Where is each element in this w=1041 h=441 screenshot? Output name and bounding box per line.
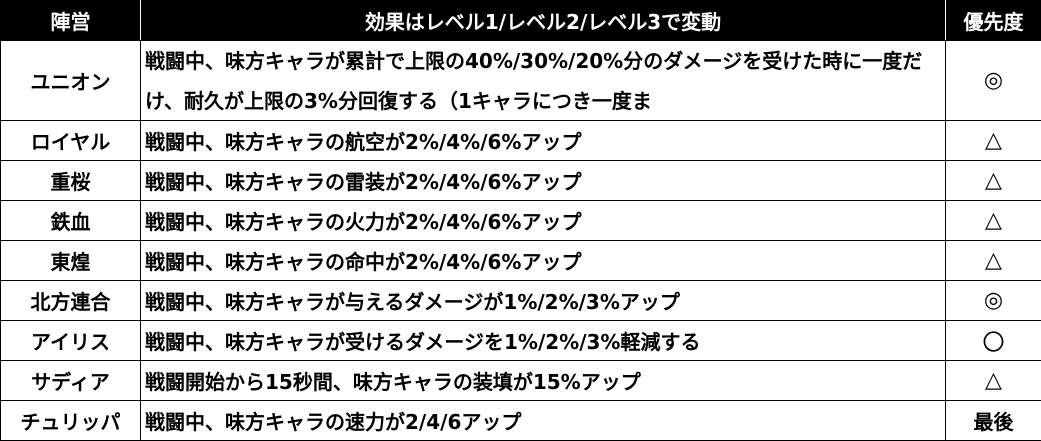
table-row: 重桜 戦闘中、味方キャラの雷装が2%/4%/6%アップ △ — [0, 160, 1041, 201]
priority-cell: △ — [945, 120, 1041, 161]
faction-cell: 鉄血 — [0, 200, 141, 241]
priority-cell: △ — [945, 360, 1041, 401]
effect-cell: 戦闘中、味方キャラの命中が2%/4%/6%アップ — [140, 240, 946, 281]
faction-cell: ロイヤル — [0, 120, 141, 161]
priority-cell: 最後 — [945, 400, 1041, 441]
table-row: 北方連合 戦闘中、味方キャラが与えるダメージが1%/2%/3%アップ ◎ — [0, 280, 1041, 321]
faction-cell: サディア — [0, 360, 141, 401]
priority-cell: △ — [945, 160, 1041, 201]
priority-cell: △ — [945, 240, 1041, 281]
header-effect: 効果はレベル1/レベル2/レベル3で変動 — [140, 0, 946, 41]
faction-cell: 重桜 — [0, 160, 141, 201]
faction-cell: 東煌 — [0, 240, 141, 281]
table-row: 東煌 戦闘中、味方キャラの命中が2%/4%/6%アップ △ — [0, 240, 1041, 281]
effect-cell: 戦闘中、味方キャラの航空が2%/4%/6%アップ — [140, 120, 946, 161]
header-row: 陣営 効果はレベル1/レベル2/レベル3で変動 優先度 — [0, 0, 1041, 41]
effect-cell: 戦闘中、味方キャラの速力が2/4/6アップ — [140, 400, 946, 441]
table-row: アイリス 戦闘中、味方キャラが受けるダメージを1%/2%/3%軽減する〇 — [0, 320, 1041, 361]
effect-cell: 戦闘中、味方キャラが受けるダメージを1%/2%/3%軽減する — [140, 320, 946, 361]
table-row: サディア 戦闘開始から15秒間、味方キャラの装填が15%アップ △ — [0, 360, 1041, 401]
effect-cell: 戦闘中、味方キャラが与えるダメージが1%/2%/3%アップ — [140, 280, 946, 321]
effect-cell: 戦闘中、味方キャラの火力が2%/4%/6%アップ — [140, 200, 946, 241]
header-priority: 優先度 — [945, 0, 1041, 41]
table-row: チュリッパ 戦闘中、味方キャラの速力が2/4/6アップ 最後 — [0, 400, 1041, 441]
effect-cell: 戦闘中、味方キャラが累計で上限の40%/30%/20%分のダメージを受けた時に一… — [140, 40, 946, 121]
effect-cell: 戦闘開始から15秒間、味方キャラの装填が15%アップ — [140, 360, 946, 401]
priority-cell: 〇 — [945, 320, 1041, 361]
table-row: 鉄血 戦闘中、味方キャラの火力が2%/4%/6%アップ △ — [0, 200, 1041, 241]
table-row: ユニオン 戦闘中、味方キャラが累計で上限の40%/30%/20%分のダメージを受け… — [0, 40, 1041, 121]
priority-cell: ◎ — [945, 40, 1041, 121]
faction-cell: ユニオン — [0, 40, 141, 121]
effect-cell: 戦闘中、味方キャラの雷装が2%/4%/6%アップ — [140, 160, 946, 201]
faction-cell: チュリッパ — [0, 400, 141, 441]
priority-cell: △ — [945, 200, 1041, 241]
header-faction: 陣営 — [0, 0, 141, 41]
faction-cell: 北方連合 — [0, 280, 141, 321]
effect-text: 戦闘中、味方キャラが累計で上限の40%/30%/20%分のダメージを受けた時に一… — [145, 49, 923, 113]
table-row: ロイヤル 戦闘中、味方キャラの航空が2%/4%/6%アップ △ — [0, 120, 1041, 161]
faction-cell: アイリス — [0, 320, 141, 361]
priority-cell: ◎ — [945, 280, 1041, 321]
